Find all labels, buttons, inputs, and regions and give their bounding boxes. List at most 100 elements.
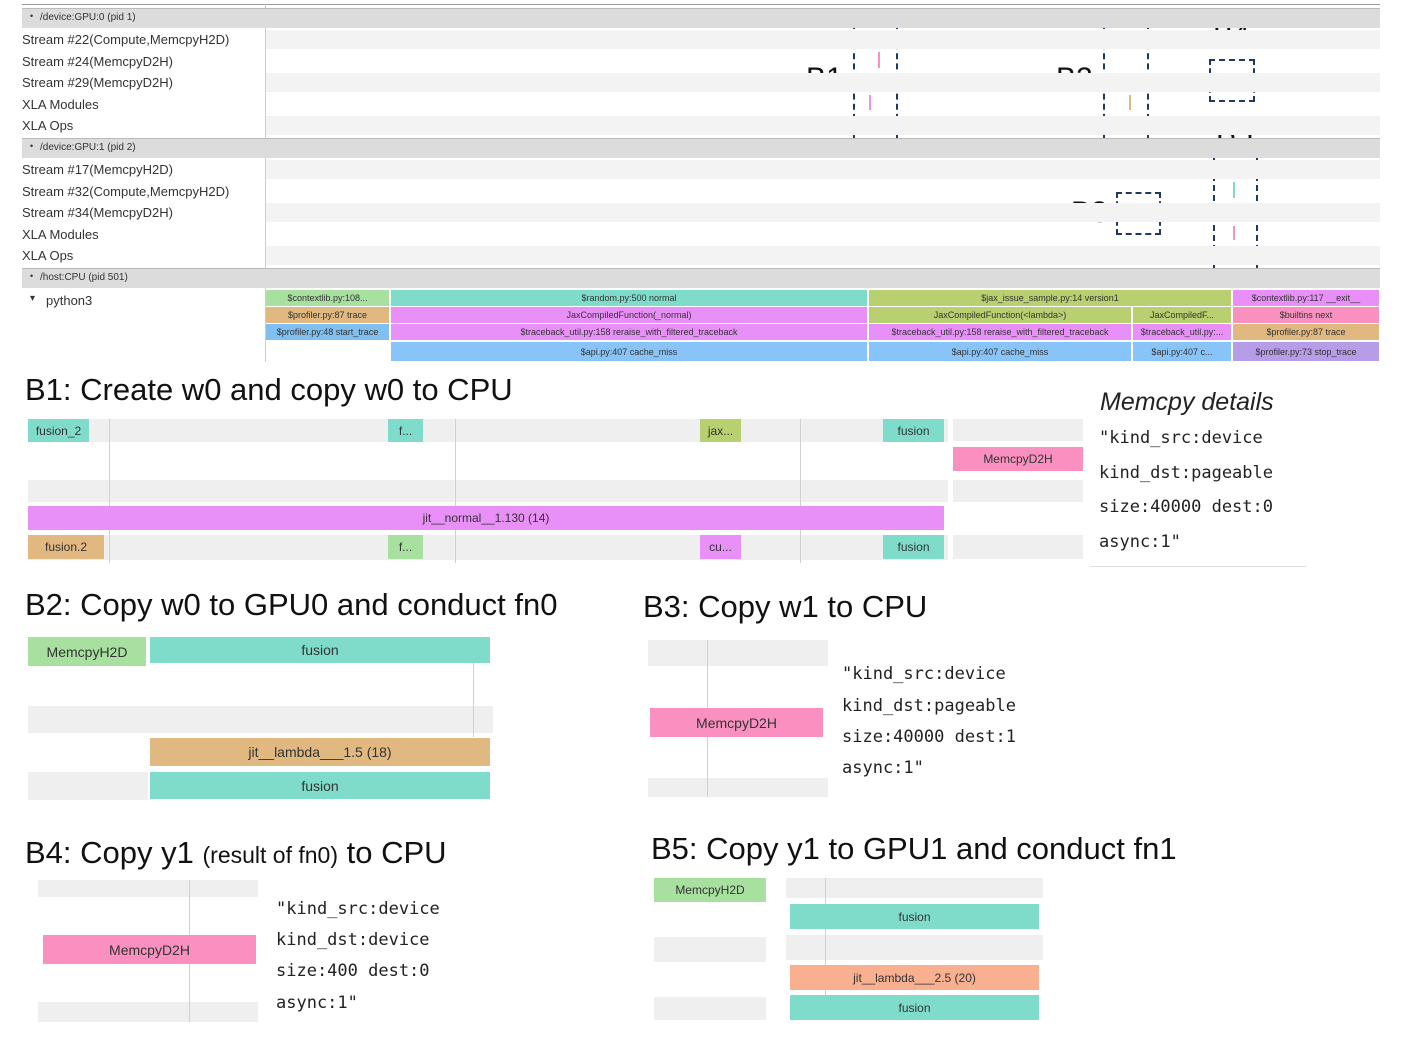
- row-band: [266, 203, 1380, 223]
- row-band: [28, 480, 948, 502]
- panel-title: B4: Copy y1 (result of fn0) to CPU: [25, 835, 447, 871]
- row-band: [266, 30, 1380, 49]
- row-band: [28, 706, 493, 733]
- event-block: jax...: [700, 419, 741, 442]
- cpu-block: $jax_issue_sample.py:14 version1: [869, 290, 1232, 306]
- details-line: async:1": [1099, 532, 1181, 552]
- cpu-block: $profiler.py:87 trace: [266, 307, 390, 323]
- group-title: /device:GPU:0 (pid 1): [40, 12, 136, 23]
- event-block: fusion: [790, 904, 1039, 929]
- cpu-block: $contextlib.py:108...: [266, 290, 390, 306]
- event-block: MemcpyH2D: [28, 637, 146, 666]
- grid-line: [455, 419, 456, 563]
- event-block: fusion: [883, 535, 944, 559]
- row-label: Stream #24(MemcpyD2H): [22, 53, 173, 69]
- cpu-block: $api.py:407 cache_miss: [391, 342, 868, 361]
- event-block: fusion_2: [28, 419, 89, 442]
- event-block: MemcpyH2D: [654, 878, 766, 902]
- row-band: [654, 937, 766, 962]
- row-band: [28, 419, 948, 442]
- cpu-block: $traceback_util.py:...: [1133, 324, 1232, 340]
- panel-title: B1: Create w0 and copy w0 to CPU: [25, 372, 513, 407]
- row-label: XLA Modules: [22, 226, 99, 242]
- event-block: MemcpyD2H: [650, 708, 823, 737]
- row-band: [38, 880, 258, 897]
- title-end: to CPU: [346, 835, 447, 870]
- row-label: Stream #22(Compute,MemcpyH2D): [22, 32, 230, 47]
- process-bullet: ▾: [30, 293, 36, 304]
- details-line: kind_dst:pageable: [842, 696, 1016, 716]
- event-block: fusion: [790, 995, 1039, 1020]
- row-band: [266, 160, 1380, 179]
- event-tick: [869, 95, 871, 110]
- grid-line: [825, 878, 826, 1020]
- event-block: f...: [388, 419, 423, 442]
- group-title: /host:CPU (pid 501): [40, 272, 128, 283]
- row-band: [654, 997, 766, 1020]
- event-tick: [1129, 95, 1131, 110]
- panel-title: B3: Copy w1 to CPU: [643, 589, 928, 624]
- row-band: [648, 640, 828, 666]
- event-block: MemcpyD2H: [953, 447, 1083, 471]
- row-label: XLA Ops: [22, 248, 74, 264]
- row-band: [953, 419, 1083, 441]
- event-block: cu...: [700, 535, 741, 559]
- details-line: size:400 dest:0: [276, 961, 430, 981]
- cpu-block: JaxCompiledFunction(_normal): [391, 307, 868, 323]
- divider: [265, 4, 266, 362]
- row-label: Stream #17(MemcpyH2D): [22, 162, 173, 177]
- group-bullet: •: [30, 141, 34, 151]
- cpu-block: $traceback_util.py:158 reraise_with_filt…: [869, 324, 1132, 340]
- group-header: [22, 8, 1380, 28]
- row-label: XLA Ops: [22, 118, 74, 134]
- cpu-block: $traceback_util.py:158 reraise_with_filt…: [391, 324, 868, 340]
- group-bullet: •: [30, 11, 34, 21]
- cpu-block: $profiler.py:48 start_trace: [266, 324, 390, 340]
- group-title: /device:GPU:1 (pid 2): [40, 142, 136, 153]
- row-band: [786, 935, 1043, 960]
- event-block: fusion: [150, 637, 490, 663]
- cpu-block: $builtins next: [1233, 307, 1380, 323]
- group-header: [22, 138, 1380, 158]
- cpu-block: $random.py:500 normal: [391, 290, 868, 306]
- ruler: [22, 4, 1380, 5]
- row-band: [28, 772, 148, 800]
- row-band: [648, 778, 828, 797]
- grid-line: [473, 637, 474, 737]
- details-title: Memcpy details: [1100, 388, 1274, 416]
- group-header: [22, 268, 1380, 288]
- event-tick: [1233, 226, 1235, 240]
- event-tick: [1233, 182, 1235, 198]
- row-label: Stream #32(Compute,MemcpyH2D): [22, 183, 230, 199]
- event-block: fusion.2: [28, 535, 104, 559]
- details-line: async:1": [276, 993, 358, 1013]
- cpu-block: $api.py:407 cache_miss: [869, 342, 1132, 361]
- details-line: "kind_src:device: [1099, 428, 1263, 448]
- row-band: [266, 73, 1380, 93]
- row-label: Stream #29(MemcpyD2H): [22, 75, 173, 91]
- details-line: kind_dst:pageable: [1099, 463, 1273, 483]
- panel-title: B5: Copy y1 to GPU1 and conduct fn1: [651, 831, 1177, 866]
- event-block: fusion: [883, 419, 944, 442]
- row-label: XLA Modules: [22, 96, 99, 112]
- row-band: [953, 535, 1083, 559]
- event-tick: [878, 52, 880, 68]
- title-note: (result of fn0): [202, 842, 339, 868]
- event-block: fusion: [150, 772, 490, 799]
- cpu-block: $contextlib.py:117 __exit__: [1233, 290, 1380, 306]
- row-band: [38, 1002, 258, 1022]
- event-block: jit__lambda___2.5 (20): [790, 965, 1039, 990]
- cpu-block: $profiler.py:73 stop_trace: [1233, 342, 1380, 361]
- event-block: f...: [388, 535, 423, 559]
- grid-line: [800, 419, 801, 563]
- details-rule: [1090, 566, 1306, 567]
- event-block: jit__lambda___1.5 (18): [150, 738, 490, 766]
- row-band: [266, 116, 1380, 136]
- group-bullet: •: [30, 271, 34, 281]
- details-line: size:40000 dest:0: [1099, 497, 1273, 517]
- details-line: async:1": [842, 758, 924, 778]
- details-line: "kind_src:device: [276, 899, 440, 919]
- cpu-block: $api.py:407 c...: [1133, 342, 1232, 361]
- title-main: B4: Copy y1: [25, 835, 194, 870]
